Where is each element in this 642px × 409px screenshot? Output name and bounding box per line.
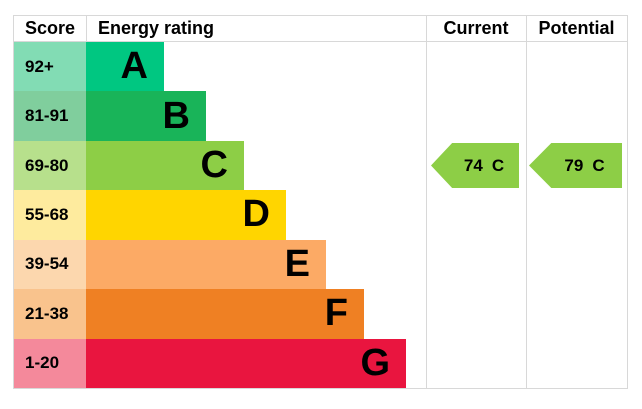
potential-column-divider bbox=[526, 16, 527, 388]
current-column-header: Current bbox=[443, 18, 509, 38]
current-column-divider bbox=[426, 16, 427, 388]
band-row-d: 55-68 D bbox=[14, 190, 627, 240]
band-row-b: 81-91 B bbox=[14, 91, 627, 141]
current-rating-value: 74 bbox=[463, 155, 483, 175]
score-range-f: 21-38 bbox=[14, 289, 86, 339]
rating-bar-g: G bbox=[86, 338, 406, 388]
band-row-c: 69-80 C bbox=[14, 140, 627, 191]
band-row-g: 1-20 G bbox=[14, 338, 627, 388]
chart-header-row: Score Energy rating Current Potential bbox=[14, 16, 627, 42]
score-column-header: Score bbox=[25, 18, 76, 38]
score-range-b: 81-91 bbox=[14, 91, 86, 141]
score-range-c: 69-80 bbox=[14, 140, 86, 191]
current-rating-arrow: 74 C bbox=[431, 143, 519, 188]
rating-bar-e: E bbox=[86, 239, 326, 290]
rating-bar-a: A bbox=[86, 42, 164, 92]
score-range-g: 1-20 bbox=[14, 338, 86, 388]
score-range-e: 39-54 bbox=[14, 239, 86, 290]
score-column-divider bbox=[86, 16, 87, 41]
rating-bar-c: C bbox=[86, 140, 244, 191]
score-range-d: 55-68 bbox=[14, 190, 86, 240]
potential-rating-arrow: 79 C bbox=[529, 143, 622, 188]
band-row-e: 39-54 E bbox=[14, 239, 627, 290]
potential-rating-value: 79 bbox=[564, 155, 584, 175]
rating-bar-d: D bbox=[86, 190, 286, 240]
current-rating-letter: C bbox=[491, 155, 505, 175]
rating-bar-f: F bbox=[86, 289, 364, 339]
band-row-a: 92+ A bbox=[14, 42, 627, 92]
score-range-a: 92+ bbox=[14, 42, 86, 92]
chart-table: Score Energy rating Current Potential 92… bbox=[13, 15, 628, 389]
rating-bar-b: B bbox=[86, 91, 206, 141]
potential-rating-letter: C bbox=[592, 155, 605, 175]
band-row-f: 21-38 F bbox=[14, 289, 627, 339]
potential-column-header: Potential bbox=[538, 18, 615, 38]
rating-bands: 92+ A 81-91 B 69-80 C 55-68 D 39-54 E 21… bbox=[14, 42, 627, 388]
energy-rating-column-header: Energy rating bbox=[98, 18, 215, 38]
